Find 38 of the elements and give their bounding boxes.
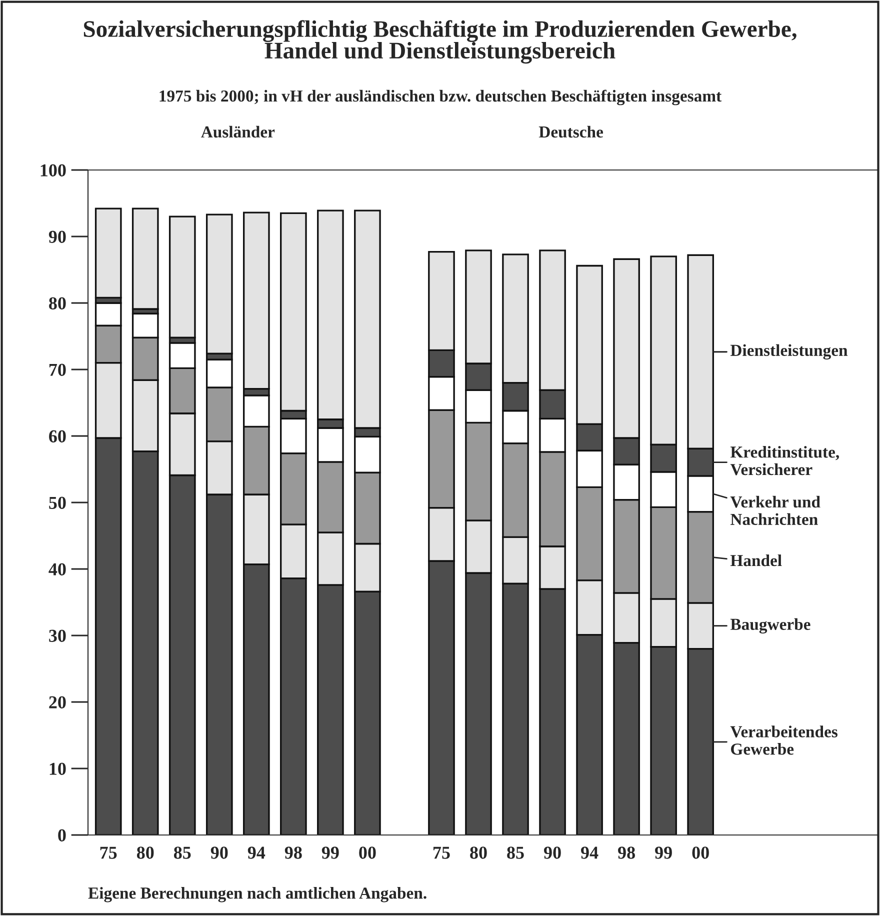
series-label: Verkehr und Nachrichten <box>730 496 820 526</box>
x-tick-label: 85 <box>174 846 191 859</box>
y-tick-label: 20 <box>49 696 66 708</box>
x-tick-label: 98 <box>284 846 302 859</box>
text: Eigene Berechnungen nach amtlichen Angaben. <box>88 887 426 902</box>
y-tick-label: 50 <box>49 496 66 509</box>
x-tick-label: 90 <box>210 846 228 859</box>
x-tick-label: 85 <box>507 846 524 859</box>
y-tick-label: 80 <box>49 297 66 310</box>
x-tick-label: 99 <box>322 846 339 859</box>
x-tick-label: 94 <box>581 846 598 859</box>
series-label: Handel <box>730 554 782 566</box>
chart-title: Sozialversicherungspflichtig Beschäftigte im Produzierenden Gewerbe, Handel und Dienstleistungsbereich <box>84 20 796 64</box>
y-tick-label: 30 <box>49 630 66 642</box>
text: Ausländer <box>201 126 275 138</box>
y-tick-label: 70 <box>49 364 66 376</box>
x-tick-label: 00 <box>359 846 376 859</box>
x-tick-label: 90 <box>544 846 561 859</box>
y-tick-label: 60 <box>49 430 66 442</box>
y-tick-label: 40 <box>48 563 66 576</box>
text: Deutsche <box>538 126 603 138</box>
y-tick-label: 10 <box>50 762 66 775</box>
series-label: Kreditinstitute, Versicherer <box>730 446 839 476</box>
x-tick-label: 94 <box>248 846 266 859</box>
chart-subtitle: 1975 bis 2000; in vH der ausländischen bzw. deutschen Beschäftigten insgesamt <box>160 90 722 106</box>
x-tick-label: 75 <box>433 846 450 859</box>
x-tick-label: 75 <box>100 846 117 859</box>
x-tick-label: 98 <box>618 846 635 859</box>
x-tick-label: 80 <box>470 846 487 859</box>
y-tick-label: 90 <box>48 230 66 243</box>
x-tick-label: 80 <box>136 846 154 859</box>
x-tick-label: 00 <box>692 846 709 859</box>
y-tick-label: 0 <box>58 829 66 842</box>
series-label: Baugwerbe <box>730 618 810 634</box>
series-label: Dienstleistungen <box>730 344 848 360</box>
x-tick-label: 99 <box>655 846 672 859</box>
y-tick-label: 100 <box>40 164 66 176</box>
series-label: Verarbeitendes Gewerbe <box>730 726 838 755</box>
